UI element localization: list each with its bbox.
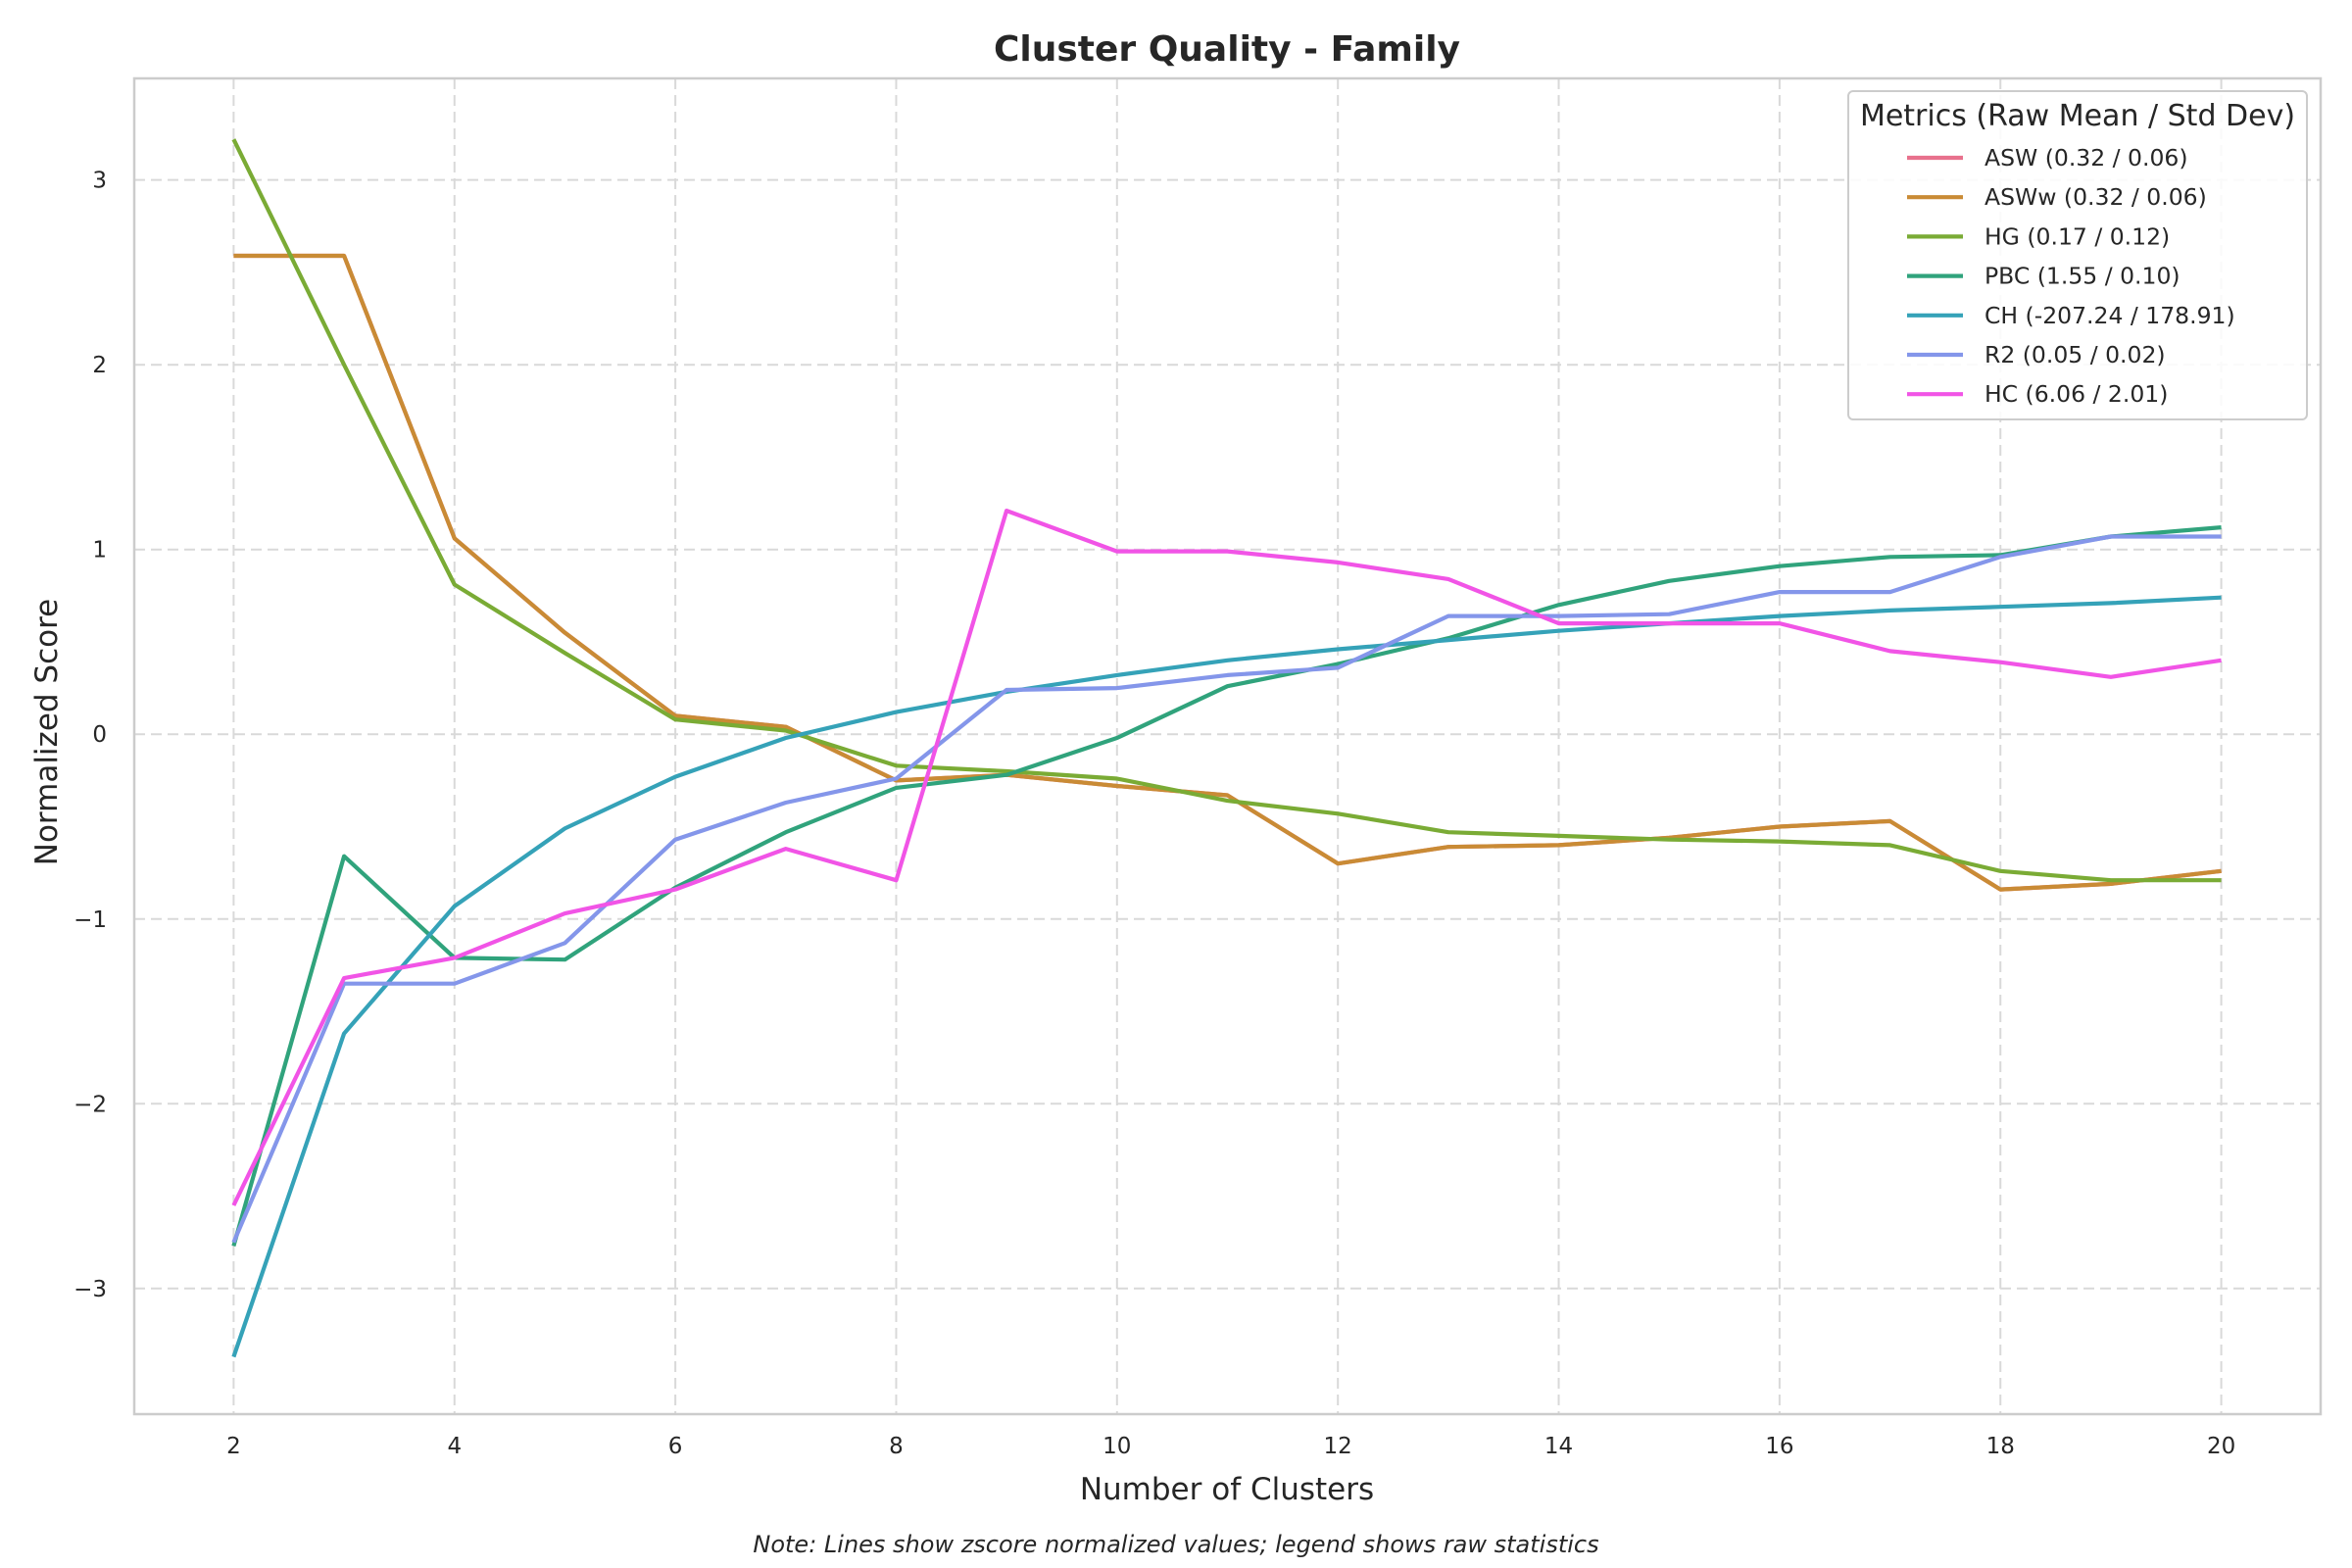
legend-label-pbc: PBC (1.55 / 0.10) [1984, 263, 2180, 290]
plot-frame [132, 76, 2323, 1416]
legend-items: ASW (0.32 / 0.06) ASWw (0.32 / 0.06) HG (0… [1907, 144, 2235, 408]
series-line-r2 [231, 534, 2222, 1244]
chart-title: Cluster Quality - Family [994, 29, 1460, 70]
x-tick-label: 14 [1544, 1434, 1573, 1459]
x-tick-label: 18 [1986, 1434, 2015, 1459]
series-line-ch [231, 595, 2222, 1358]
x-tick-label: 12 [1324, 1434, 1352, 1459]
legend-label-asw: ASW (0.32 / 0.06) [1984, 144, 2188, 172]
series-line-pbc [231, 525, 2222, 1247]
y-tick-label: −2 [74, 1092, 107, 1117]
x-tick-label: 8 [889, 1434, 904, 1459]
x-axis-label: Number of Clusters [1080, 1472, 1374, 1507]
x-tick-label: 16 [1765, 1434, 1793, 1459]
chart-note: Note: Lines show zscore normalized value… [753, 1531, 1598, 1558]
legend-label-ch: CH (-207.24 / 178.91) [1984, 302, 2235, 329]
y-tick-label: 1 [92, 538, 107, 564]
series-line-hc [231, 508, 2222, 1206]
x-tick-label: 10 [1102, 1434, 1131, 1459]
x-tick-label: 20 [2207, 1434, 2235, 1459]
y-tick-label: 3 [92, 169, 107, 194]
legend-label-hc: HC (6.06 / 2.01) [1984, 380, 2168, 408]
y-tick-label: −1 [74, 907, 107, 933]
y-tick-label: 2 [92, 353, 107, 378]
series-line-hg [231, 138, 2222, 883]
legend-label-hg: HG (0.17 / 0.12) [1984, 222, 2170, 250]
y-tick-label: 0 [92, 722, 107, 748]
x-tick-label: 4 [447, 1434, 462, 1459]
series-line-asww [233, 253, 2222, 892]
legend-title: Metrics (Raw Mean / Std Dev) [1860, 99, 2295, 133]
legend-label-r2: R2 (0.05 / 0.02) [1984, 341, 2166, 368]
x-tick-label: 2 [226, 1434, 241, 1459]
series-lines [231, 138, 2222, 1358]
y-axis-label: Normalized Score [29, 599, 65, 865]
legend-box [1847, 90, 2308, 420]
x-tick-label: 6 [668, 1434, 683, 1459]
y-tick-label: −3 [74, 1277, 107, 1302]
legend-label-asww: ASWw (0.32 / 0.06) [1984, 183, 2207, 211]
legend: Metrics (Raw Mean / Std Dev) ASW (0.32 /… [1847, 90, 2308, 420]
